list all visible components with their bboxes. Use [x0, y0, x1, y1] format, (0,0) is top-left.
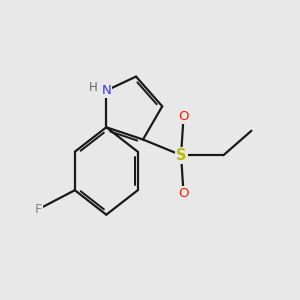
- Text: F: F: [34, 203, 42, 216]
- Text: H: H: [88, 81, 98, 94]
- Text: N: N: [101, 84, 111, 97]
- Text: O: O: [178, 187, 188, 200]
- Text: S: S: [176, 148, 187, 163]
- Text: O: O: [178, 110, 188, 123]
